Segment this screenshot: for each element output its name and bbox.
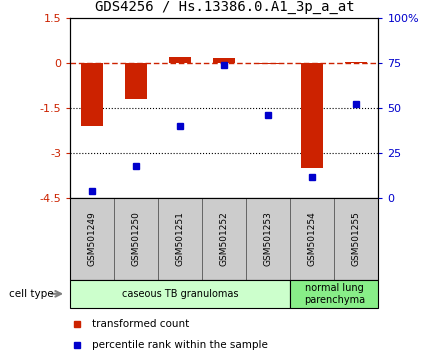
Text: normal lung
parenchyma: normal lung parenchyma xyxy=(304,283,365,305)
Bar xyxy=(169,57,191,63)
Bar xyxy=(345,62,367,63)
Text: GSM501249: GSM501249 xyxy=(88,212,97,266)
Text: percentile rank within the sample: percentile rank within the sample xyxy=(92,340,268,350)
Text: GSM501250: GSM501250 xyxy=(132,211,141,267)
Bar xyxy=(290,280,378,308)
Text: GSM501252: GSM501252 xyxy=(220,212,229,266)
Bar xyxy=(81,63,103,126)
Text: transformed count: transformed count xyxy=(92,319,189,329)
Bar xyxy=(202,198,246,280)
Bar xyxy=(70,280,290,308)
Text: GSM501251: GSM501251 xyxy=(176,211,185,267)
Bar xyxy=(70,198,114,280)
Text: GSM501255: GSM501255 xyxy=(352,211,361,267)
Title: GDS4256 / Hs.13386.0.A1_3p_a_at: GDS4256 / Hs.13386.0.A1_3p_a_at xyxy=(95,0,354,14)
Bar xyxy=(114,198,158,280)
Bar xyxy=(334,198,378,280)
Bar xyxy=(301,63,323,168)
Bar xyxy=(290,198,334,280)
Text: GSM501253: GSM501253 xyxy=(264,211,273,267)
Bar xyxy=(257,63,279,64)
Text: caseous TB granulomas: caseous TB granulomas xyxy=(122,289,238,299)
Bar xyxy=(213,58,235,63)
Bar xyxy=(158,198,202,280)
Text: GSM501254: GSM501254 xyxy=(308,212,317,266)
Bar xyxy=(125,63,147,99)
Text: cell type: cell type xyxy=(9,289,53,299)
Bar xyxy=(246,198,290,280)
